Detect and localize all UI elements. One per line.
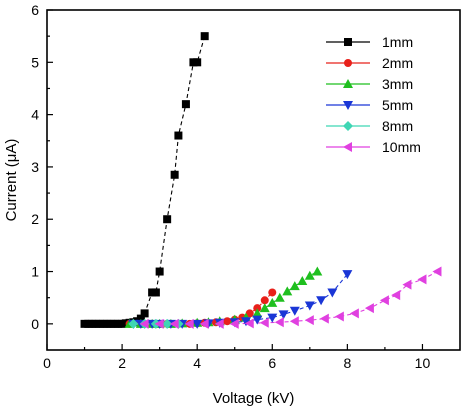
series-line-10mm xyxy=(144,271,438,325)
data-point-5mm xyxy=(289,306,300,316)
y-tick-label: 4 xyxy=(31,107,39,123)
data-point-2mm xyxy=(260,296,269,305)
x-tick-label: 10 xyxy=(415,355,431,371)
data-point-3mm xyxy=(267,297,278,307)
data-point-10mm xyxy=(274,317,284,328)
series-line-1mm xyxy=(84,36,206,325)
data-point-2mm xyxy=(268,288,277,297)
data-point-10mm xyxy=(334,311,344,322)
data-point-10mm xyxy=(432,266,442,277)
data-point-10mm xyxy=(229,318,239,329)
data-point-1mm xyxy=(140,309,149,318)
y-tick-label: 2 xyxy=(31,211,39,227)
data-point-10mm xyxy=(349,308,359,319)
x-tick-label: 2 xyxy=(118,355,126,371)
data-point-10mm xyxy=(184,318,194,329)
data-point-1mm xyxy=(136,314,145,323)
legend-marker-10mm xyxy=(343,142,352,152)
data-point-3mm xyxy=(282,286,293,296)
y-axis-ticks: 0 1 2 3 4 5 6 xyxy=(31,2,53,332)
data-point-5mm xyxy=(316,296,327,306)
legend-marker-3mm xyxy=(343,79,353,88)
data-point-10mm xyxy=(169,318,179,329)
plot-frame xyxy=(46,9,461,351)
y-axis-title: Current (μA) xyxy=(3,139,20,222)
legend: 1mm 2mm 3mm 5mm 8mm 10mm xyxy=(326,34,421,155)
data-point-3mm xyxy=(252,308,263,318)
data-point-8mm xyxy=(162,318,173,329)
legend-label-2mm: 2mm xyxy=(382,55,413,71)
data-point-3mm xyxy=(297,275,308,285)
data-point-10mm xyxy=(214,318,224,329)
x-tick-label: 6 xyxy=(268,355,276,371)
data-point-1mm xyxy=(163,215,172,224)
data-point-10mm xyxy=(259,317,269,328)
plot-markers xyxy=(80,32,442,329)
legend-label-8mm: 8mm xyxy=(382,118,413,134)
data-point-1mm xyxy=(181,100,190,109)
data-point-3mm xyxy=(312,266,323,276)
data-point-2mm xyxy=(253,304,262,313)
data-point-2mm xyxy=(223,317,232,326)
data-point-10mm xyxy=(402,279,412,290)
data-point-2mm xyxy=(245,309,254,318)
data-point-5mm xyxy=(342,270,353,280)
data-point-10mm xyxy=(154,318,164,329)
legend-label-10mm: 10mm xyxy=(382,139,421,155)
data-point-1mm xyxy=(151,288,160,297)
data-point-10mm xyxy=(364,303,374,314)
data-point-10mm xyxy=(199,318,209,329)
data-point-5mm xyxy=(252,315,263,325)
x-tick-label: 8 xyxy=(343,355,351,371)
data-point-10mm xyxy=(417,274,427,285)
y-tick-label: 6 xyxy=(31,2,39,18)
y-tick-label: 0 xyxy=(31,316,39,332)
data-point-3mm xyxy=(289,281,300,291)
data-point-10mm xyxy=(139,318,149,329)
legend-label-3mm: 3mm xyxy=(382,76,413,92)
data-point-10mm xyxy=(244,318,254,329)
y-tick-label: 5 xyxy=(31,54,39,70)
data-point-10mm xyxy=(379,295,389,306)
legend-label-5mm: 5mm xyxy=(382,97,413,113)
series-line-2mm xyxy=(129,292,273,325)
data-point-10mm xyxy=(319,313,329,324)
x-tick-label: 0 xyxy=(43,355,51,371)
data-point-10mm xyxy=(289,316,299,327)
x-axis-ticks: 0 2 4 6 8 10 xyxy=(43,344,430,371)
data-point-1mm xyxy=(193,58,202,67)
data-point-8mm xyxy=(128,318,139,329)
data-point-10mm xyxy=(391,290,401,301)
legend-marker-2mm xyxy=(344,59,352,67)
data-point-1mm xyxy=(170,170,179,179)
data-point-5mm xyxy=(278,310,289,320)
data-point-5mm xyxy=(267,313,278,323)
data-point-5mm xyxy=(192,319,203,329)
data-point-1mm xyxy=(155,267,164,276)
data-point-3mm xyxy=(259,303,270,313)
y-tick-label: 3 xyxy=(31,159,39,175)
x-tick-label: 4 xyxy=(193,355,201,371)
data-point-5mm xyxy=(240,317,251,327)
data-point-1mm xyxy=(200,32,209,41)
data-point-5mm xyxy=(327,288,338,298)
legend-marker-5mm xyxy=(343,101,353,110)
series-line-3mm xyxy=(129,271,318,325)
y-tick-label: 1 xyxy=(31,264,39,280)
legend-label-1mm: 1mm xyxy=(382,34,413,50)
data-point-5mm xyxy=(304,301,315,311)
data-point-1mm xyxy=(174,131,183,140)
legend-marker-1mm xyxy=(344,38,352,46)
data-point-10mm xyxy=(304,315,314,326)
x-axis-title: Voltage (kV) xyxy=(213,390,295,407)
legend-marker-8mm xyxy=(343,121,353,131)
data-point-3mm xyxy=(304,270,315,280)
data-point-3mm xyxy=(274,292,285,302)
